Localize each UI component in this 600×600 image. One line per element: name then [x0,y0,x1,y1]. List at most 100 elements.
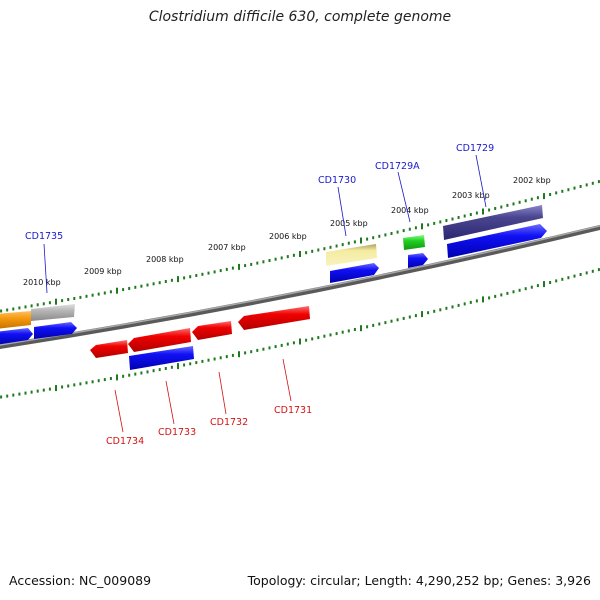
inner-minor-tick [445,306,448,310]
inner-minor-tick [384,321,387,325]
inner-minor-tick [140,371,143,375]
inner-minor-tick [561,277,564,281]
outer-minor-tick [561,189,564,193]
outer-minor-tick [518,200,521,204]
cds-cd1735[interactable] [34,322,77,339]
inner-minor-tick [274,345,277,349]
inner-minor-tick [524,287,527,291]
inner-minor-tick [0,395,3,399]
inner-minor-tick [439,308,442,312]
inner-minor-tick [549,281,552,284]
outer-minor-tick [585,183,588,187]
inner-minor-tick [500,293,503,297]
feature-cd1730-gene[interactable] [326,244,377,266]
feature-cd1729-gene[interactable] [443,205,543,240]
outer-minor-tick [256,261,259,265]
inner-tick-ring [0,268,600,399]
outer-minor-tick [451,217,454,221]
gene-label-cd1729a[interactable]: CD1729A [375,161,420,172]
cds-left-edge[interactable] [0,328,33,345]
outer-minor-tick [433,221,436,225]
kbp-label-2007: 2007 kbp [208,243,246,252]
outer-major-tick [421,223,423,230]
inner-minor-tick [280,343,283,347]
outer-minor-tick [213,270,216,274]
cds-cd1730[interactable] [330,263,379,283]
outer-minor-tick [390,232,393,235]
inner-minor-tick [97,379,100,383]
outer-tick-ring [0,180,600,313]
inner-minor-tick [109,377,112,380]
outer-minor-tick [311,249,314,253]
inner-minor-tick [18,392,21,396]
outer-minor-tick [366,237,369,241]
cds-cd1731[interactable] [238,306,310,330]
gene-label-cd1730[interactable]: CD1730 [318,175,356,186]
cds-cd1733-blue[interactable] [129,346,194,370]
feature-orange[interactable] [0,311,31,329]
kbp-label-2008: 2008 kbp [146,255,184,264]
feature-cd1735-gene[interactable] [31,304,75,321]
outer-minor-tick [30,304,33,308]
outer-minor-tick [396,230,399,234]
gene-label-cd1729[interactable]: CD1729 [456,143,494,154]
genome-backbone [0,224,600,349]
inner-minor-tick [170,365,173,369]
outer-minor-tick [280,256,283,260]
outer-minor-tick [12,307,15,311]
inner-minor-tick [201,359,204,363]
inner-minor-tick [591,269,594,273]
gene-label-cd1732[interactable]: CD1732 [210,417,248,428]
outer-minor-tick [146,283,149,287]
inner-minor-tick [256,348,259,352]
outer-minor-tick [183,276,186,280]
outer-minor-tick [463,214,466,218]
outer-minor-tick [549,193,552,196]
inner-minor-tick [463,302,466,306]
gene-label-cd1733[interactable]: CD1733 [158,427,196,438]
inner-minor-tick [213,357,216,361]
inner-minor-tick [396,318,399,322]
inner-minor-tick [555,279,558,283]
inner-minor-tick [286,342,289,346]
inner-minor-tick [91,380,94,384]
outer-minor-tick [329,245,332,249]
cds-cd1732[interactable] [192,321,232,340]
inner-minor-tick [536,284,539,288]
reverse-features [90,306,310,370]
inner-minor-tick [292,341,295,345]
kbp-label-2003: 2003 kbp [452,191,490,200]
gene-label-cd1731[interactable]: CD1731 [274,405,312,416]
outer-minor-tick [219,269,222,273]
outer-minor-tick [597,180,600,184]
inner-minor-tick [85,381,88,385]
cds-cd1734[interactable] [90,340,128,358]
outer-minor-tick [323,247,326,251]
inner-minor-tick [6,394,9,398]
inner-minor-tick [451,305,454,309]
outer-minor-tick [103,291,106,295]
outer-minor-tick [158,281,161,285]
map-title: Clostridium difficile 630, complete geno… [148,9,452,25]
outer-minor-tick [42,302,45,306]
inner-minor-tick [122,374,125,378]
outer-minor-tick [506,203,509,207]
outer-minor-tick [85,294,88,298]
feature-cd1729a-gene[interactable] [403,235,425,250]
cds-cd1733[interactable] [128,328,191,352]
inner-minor-tick [183,363,186,367]
cds-cd1729[interactable] [447,224,547,258]
outer-major-tick [177,276,179,283]
cds-cd1729a[interactable] [408,253,428,268]
inner-minor-tick [317,336,320,340]
outer-minor-tick [207,271,210,275]
gene-label-cd1735[interactable]: CD1735 [25,231,63,242]
gene-label-cd1734[interactable]: CD1734 [106,436,144,447]
inner-minor-tick [323,334,326,338]
inner-minor-tick [341,330,344,334]
outer-minor-tick [408,227,411,231]
inner-minor-tick [585,271,588,275]
outer-minor-tick [286,255,289,259]
inner-minor-tick [128,373,131,377]
